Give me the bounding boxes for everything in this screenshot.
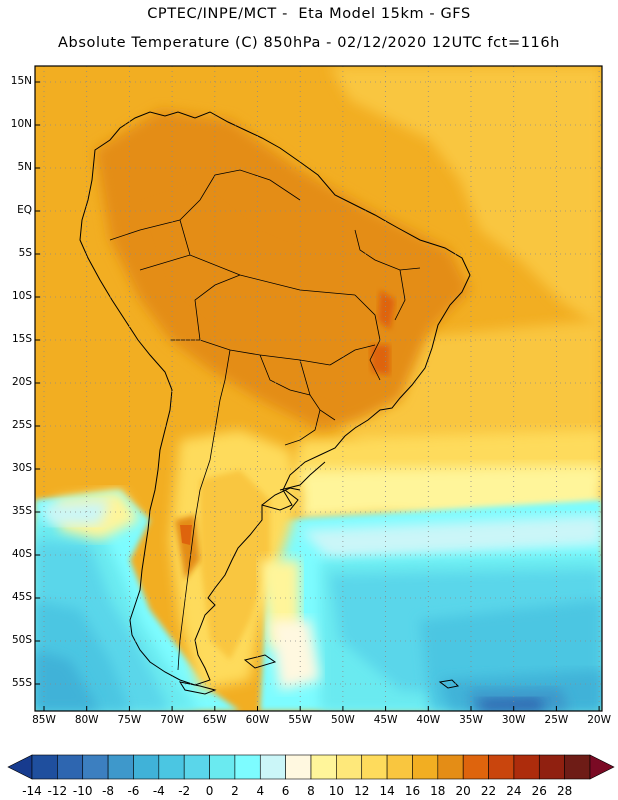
lon-label-80w: 80W <box>74 714 99 726</box>
colorbar-swatch <box>310 754 337 780</box>
lon-label-35w: 35W <box>459 714 483 726</box>
colorbar-swatch <box>285 754 312 780</box>
colorbar-label: 6 <box>281 784 290 798</box>
colorbar-label: -10 <box>72 784 93 798</box>
lat-label-40s: 40S <box>11 548 32 560</box>
colorbar-label: 28 <box>556 784 573 798</box>
colorbar-swatch <box>437 754 464 780</box>
colorbar-label: 4 <box>256 784 265 798</box>
lat-label-45s: 45S <box>11 591 32 603</box>
lon-label-65w: 65W <box>202 714 227 726</box>
lon-label-40w: 40W <box>416 714 441 726</box>
colorbar-swatch <box>386 754 413 780</box>
colorbar-low-triangle <box>7 754 33 780</box>
lat-label-eq: EQ <box>17 204 32 216</box>
colorbar-swatch <box>361 754 388 780</box>
colorbar-swatch <box>259 754 286 780</box>
colorbar-label: 8 <box>307 784 315 798</box>
lat-label-30s: 30S <box>11 462 32 474</box>
map-frame <box>34 65 603 712</box>
colorbar-label: 20 <box>455 784 471 798</box>
lat-label-10n: 10N <box>10 118 32 130</box>
lat-label-5n: 5N <box>17 161 32 173</box>
colorbar-label: 14 <box>379 784 395 798</box>
colorbar-swatch <box>462 754 489 780</box>
lon-label-70w: 70W <box>160 714 184 726</box>
colorbar-label: 24 <box>506 784 522 798</box>
colorbar-label: 26 <box>531 784 547 798</box>
colorbar-label: -2 <box>178 784 191 798</box>
country-borders <box>109 169 421 671</box>
colorbar-label: -14 <box>22 784 42 798</box>
colorbar-label: 12 <box>354 784 370 798</box>
lon-label-55w: 55W <box>288 714 313 726</box>
colorbar-label: -6 <box>127 784 140 798</box>
lat-label-20s: 20S <box>11 376 32 388</box>
colorbar-swatch <box>513 754 540 780</box>
colorbar-swatch <box>183 754 210 780</box>
colorbar-swatch <box>133 754 160 780</box>
temperature-field <box>35 66 602 711</box>
coastlines <box>79 111 471 695</box>
colorbar <box>7 754 615 780</box>
lon-label-75w: 75W <box>117 714 142 726</box>
colorbar-swatch <box>412 754 439 780</box>
lon-label-25w: 25W <box>544 714 569 726</box>
lon-label-60w: 60W <box>245 714 270 726</box>
colorbar-swatch <box>107 754 134 780</box>
colorbar-swatch <box>209 754 236 780</box>
lon-label-20w: 20W <box>587 714 611 726</box>
lon-label-50w: 50W <box>331 714 355 726</box>
colorbar-label: -8 <box>102 784 115 798</box>
lat-label-55s: 55S <box>11 677 32 689</box>
colorbar-swatch <box>82 754 109 780</box>
colorbar-label: 16 <box>404 784 421 798</box>
lon-label-85w: 85W <box>32 714 56 726</box>
lat-label-5s: 5S <box>18 247 32 259</box>
colorbar-label: -4 <box>152 784 165 798</box>
colorbar-label: 18 <box>430 784 446 798</box>
colorbar-label: 2 <box>231 784 239 798</box>
colorbar-swatch <box>57 754 84 780</box>
colorbar-label: 0 <box>205 784 214 798</box>
colorbar-swatch <box>31 754 58 780</box>
colorbar-label: 22 <box>480 784 497 798</box>
lat-label-35s: 35S <box>11 505 32 517</box>
colorbar-label: -12 <box>47 784 68 798</box>
colorbar-label: 10 <box>328 784 344 798</box>
lon-label-30w: 30W <box>501 714 526 726</box>
colorbar-swatch <box>488 754 515 780</box>
colorbar-swatch <box>234 754 261 780</box>
colorbar-high-triangle <box>589 754 615 780</box>
map-title: CPTEC/INPE/MCT - Eta Model 15km - GFS <box>147 6 471 22</box>
colorbar-swatch <box>564 754 591 780</box>
colorbar-swatch <box>336 754 363 780</box>
lat-label-25s: 25S <box>11 419 32 431</box>
lat-label-50s: 50S <box>11 634 32 646</box>
map-subtitle: Absolute Temperature (C) 850hPa - 02/12/… <box>58 35 560 51</box>
lat-label-15n: 15N <box>10 75 32 87</box>
colorbar-swatch <box>538 754 565 780</box>
lon-label-45w: 45W <box>373 714 398 726</box>
colorbar-swatch <box>158 754 185 780</box>
lat-label-10s: 10S <box>11 290 32 302</box>
lat-label-15s: 15S <box>11 333 32 345</box>
